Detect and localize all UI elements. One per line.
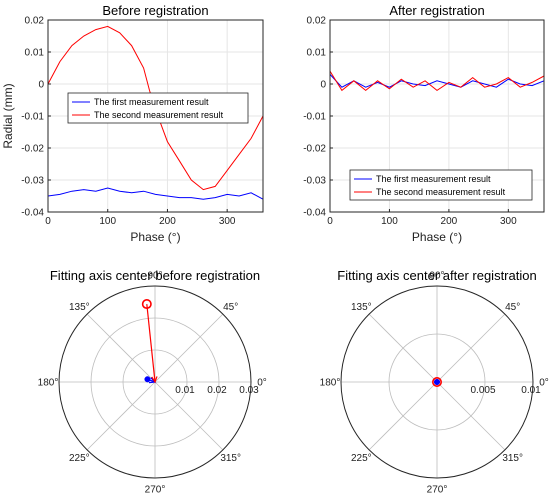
y-tick-label: -0.02 [21, 144, 44, 155]
polar-spoke [86, 381, 156, 451]
theta-label: 0° [539, 378, 549, 389]
polar-ring [388, 333, 486, 431]
y-tick-label: -0.02 [303, 144, 326, 155]
series-line-0 [48, 187, 263, 200]
x-tick-label: 100 [381, 216, 398, 227]
theta-label: 270° [427, 485, 448, 493]
point-first [144, 376, 151, 383]
y-tick-label: 0.01 [25, 48, 45, 59]
theta-label: 225° [69, 453, 90, 464]
r-tick-label: 0.02 [207, 385, 227, 396]
x-tick-label: 0 [45, 216, 51, 227]
legend-label-0: The first measurement result [94, 97, 209, 107]
chart-title: Before registration [102, 3, 208, 18]
polar-spoke [154, 381, 224, 451]
theta-label: 180° [38, 378, 59, 389]
x-tick-label: 100 [99, 216, 116, 227]
polar-ring [122, 349, 188, 415]
x-tick-label: 300 [500, 216, 517, 227]
r-tick-label: 0.03 [239, 385, 259, 396]
line-chart-0: 0 100 200 300 -0.04 -0.03 -0.02 -0.01 0 0.01 0.02 B… [1, 3, 264, 244]
polar-spoke [154, 313, 224, 383]
theta-label: 135° [351, 302, 372, 313]
r-tick-label: 0.01 [521, 385, 541, 396]
line-chart-1: 0 100 200 300 -0.04 -0.03 -0.02 -0.01 0 0.01 0.02 A… [303, 3, 545, 244]
theta-label: 225° [351, 453, 372, 464]
legend: The first measurement result The second m… [67, 92, 249, 124]
y-tick-label: 0 [320, 80, 326, 91]
y-tick-label: 0.02 [25, 16, 45, 27]
vector-arrowhead-1 [151, 376, 158, 384]
x-axis-label: Phase (°) [130, 230, 180, 244]
theta-label: 90° [429, 271, 444, 282]
polar-ring [340, 285, 534, 479]
theta-label: 0° [257, 378, 267, 389]
x-tick-label: 200 [441, 216, 458, 227]
y-tick-label: -0.04 [21, 208, 44, 219]
point-second [141, 299, 152, 310]
vector-line-1 [146, 303, 156, 383]
y-axis-label: Radial (mm) [1, 83, 15, 148]
legend: The first measurement result The second m… [349, 169, 533, 201]
x-tick-label: 300 [219, 216, 236, 227]
y-tick-label: 0 [38, 80, 44, 91]
x-tick-label: 0 [327, 216, 333, 227]
polar-ring [58, 285, 252, 479]
theta-label: 45° [223, 302, 238, 313]
y-tick-label: -0.01 [21, 112, 44, 123]
x-tick-label: 200 [159, 216, 176, 227]
legend-box [349, 169, 533, 201]
theta-label: 270° [145, 485, 166, 493]
r-tick-label: 0.01 [175, 385, 195, 396]
theta-label: 315° [220, 453, 241, 464]
theta-label: 180° [320, 378, 341, 389]
theta-label: 45° [505, 302, 520, 313]
y-tick-label: -0.04 [303, 208, 326, 219]
series-line-1 [330, 70, 544, 92]
theta-label: 315° [502, 453, 523, 464]
legend-label-1: The second measurement result [376, 187, 506, 197]
chart-title: Fitting axis center before registration [50, 268, 260, 283]
y-tick-label: -0.01 [303, 112, 326, 123]
theta-label: 90° [147, 271, 162, 282]
polar-spoke [86, 313, 156, 383]
legend-label-1: The second measurement result [94, 110, 224, 120]
y-tick-label: 0.02 [307, 16, 327, 27]
y-tick-label: -0.03 [21, 176, 44, 187]
polar-chart-3: 0.005 0.010° 45° 90° 135° 180° 225° 270° 315° Fit… [320, 268, 549, 493]
legend-box [67, 92, 249, 124]
point-first [433, 378, 441, 386]
polar-chart-2: 0.01 0.02 0.030° 45° 90° 135° 180° 225° 270° 315°… [38, 268, 267, 493]
legend-label-0: The first measurement result [376, 174, 491, 184]
point-second [431, 376, 442, 387]
polar-ring [90, 317, 220, 447]
x-axis-label: Phase (°) [412, 230, 462, 244]
chart-title: After registration [389, 3, 484, 18]
r-tick-label: 0.005 [470, 385, 495, 396]
y-tick-label: -0.03 [303, 176, 326, 187]
chart-title: Fitting axis center after registration [337, 268, 536, 283]
theta-label: 135° [69, 302, 90, 313]
y-tick-label: 0.01 [307, 48, 327, 59]
series-line-0 [330, 74, 544, 88]
